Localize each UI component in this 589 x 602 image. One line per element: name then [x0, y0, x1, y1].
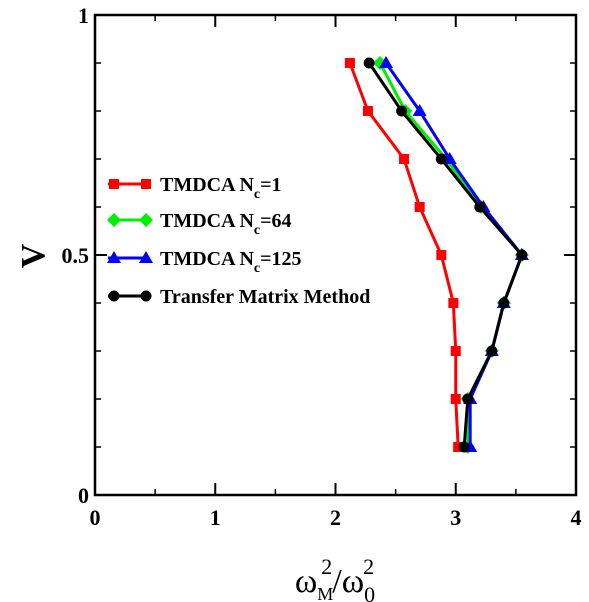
legend-entry: Transfer Matrix Method — [108, 286, 370, 308]
y-tick-label: 0 — [78, 483, 89, 508]
tick-labels: 0 1 2 3 4 0 0.5 1 — [62, 3, 582, 530]
data-point — [435, 153, 447, 165]
x-tick-label: 1 — [210, 505, 221, 530]
data-point — [396, 105, 408, 117]
legend-marker — [108, 290, 120, 302]
x-label-omega-0: ω — [342, 563, 364, 600]
legend: TMDCA Nc=1 TMDCA Nc=64 TMDCA Nc=125 Transfe… — [107, 174, 370, 308]
data-point — [450, 346, 461, 356]
legend-marker — [141, 179, 151, 189]
x-label-omega-m: ω — [295, 563, 317, 600]
x-tick-label: 3 — [450, 505, 461, 530]
data-point — [379, 56, 394, 68]
series-line — [384, 62, 524, 447]
x-label-sup-2: 2 — [363, 554, 374, 579]
data-point — [474, 201, 486, 213]
legend-entry: TMDCA Nc=64 — [107, 210, 292, 238]
data-point — [486, 345, 498, 357]
data-point — [498, 297, 510, 309]
legend-label: TMDCA Nc=64 — [160, 210, 292, 238]
data-point — [414, 202, 425, 212]
data-point — [450, 394, 461, 404]
legend-entry: TMDCA Nc=125 — [107, 248, 302, 276]
data-point — [399, 154, 410, 164]
data-point — [436, 250, 447, 260]
legend-marker — [109, 179, 119, 189]
legend-marker — [107, 213, 121, 227]
y-axis-label: V — [15, 243, 52, 268]
data-point — [453, 442, 464, 452]
legend-marker — [139, 213, 153, 227]
legend-marker — [139, 251, 153, 263]
series-4 — [363, 57, 528, 453]
x-label-sub-0: 0 — [364, 582, 375, 602]
plot-area — [344, 56, 529, 454]
legend-label: TMDCA Nc=125 — [160, 248, 302, 276]
legend-marker — [140, 290, 152, 302]
x-label-sup-1: 2 — [321, 554, 332, 579]
data-point — [448, 298, 459, 308]
series-line — [378, 62, 524, 447]
data-point — [344, 58, 355, 68]
legend-entry: TMDCA Nc=1 — [108, 174, 282, 202]
data-point — [462, 393, 474, 405]
legend-marker — [107, 251, 121, 263]
data-point — [458, 441, 470, 453]
data-point — [362, 106, 373, 116]
y-tick-label: 0.5 — [62, 243, 90, 268]
data-point — [516, 249, 528, 261]
x-tick-label: 0 — [90, 505, 101, 530]
plot-frame — [93, 13, 578, 497]
data-point — [363, 57, 375, 69]
series-1 — [344, 58, 464, 452]
legend-label: Transfer Matrix Method — [160, 286, 370, 308]
x-label-slash: / — [332, 563, 342, 600]
x-axis-label: ωM2/ω02 — [295, 554, 375, 602]
y-tick-label: 1 — [78, 3, 89, 28]
x-label-sub-m: M — [317, 584, 333, 602]
data-point — [412, 104, 427, 116]
x-tick-label: 2 — [330, 505, 341, 530]
legend-label: TMDCA Nc=1 — [160, 174, 282, 202]
x-tick-label: 4 — [571, 505, 582, 530]
